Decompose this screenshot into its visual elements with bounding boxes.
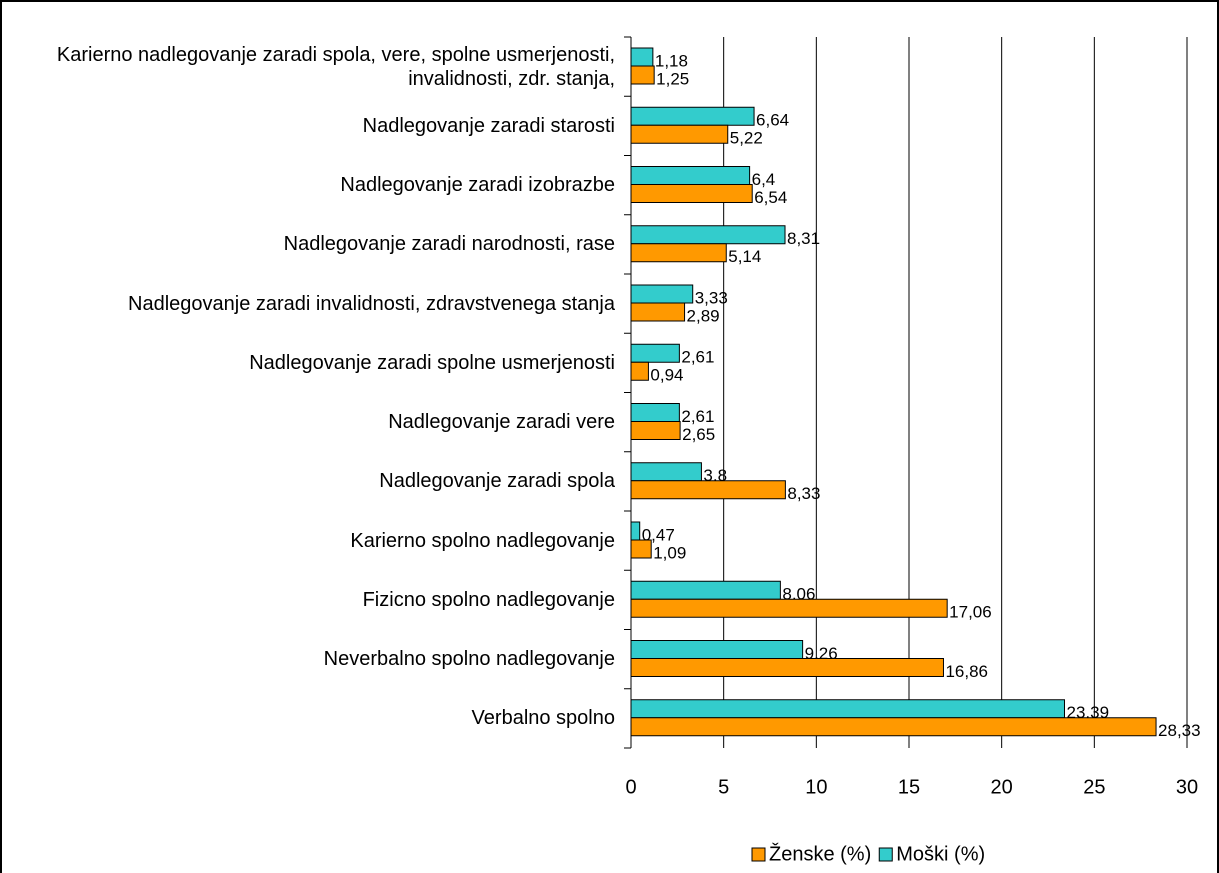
bar (630, 717, 1157, 737)
bar (630, 580, 781, 600)
x-tick-label: 25 (1083, 776, 1105, 798)
data-label: 6,64 (756, 111, 789, 130)
x-tick-label: 10 (805, 776, 827, 798)
legend-label: Moški (%) (896, 843, 985, 865)
bar (630, 166, 751, 185)
bar (630, 699, 1065, 719)
data-label: 1,18 (655, 51, 688, 70)
y-tick-label-box: Karierno spolno nadlegovanje (350, 529, 615, 552)
bar (630, 462, 702, 482)
bar (630, 421, 681, 440)
bar (630, 302, 686, 322)
x-tick-label: 15 (898, 776, 920, 798)
y-tick-label-box: Verbalno spolno (471, 707, 615, 730)
x-tick-label: 0 (625, 776, 636, 798)
data-label: 2,89 (687, 306, 720, 325)
data-label: 5,22 (730, 129, 763, 148)
data-label: 28,33 (1158, 721, 1201, 740)
bar (630, 243, 727, 263)
bar (630, 124, 729, 144)
y-tick-label: Nadlegovanje zaradi spolne usmerjenosti (249, 351, 615, 374)
x-tick-label: 30 (1176, 776, 1198, 798)
data-label: 16,86 (945, 662, 988, 681)
y-tick-label: Karierno nadlegovanje zaradi spola, vere… (56, 43, 615, 90)
legend-swatch (751, 847, 766, 862)
data-label: 3,33 (695, 288, 728, 307)
data-label: 6,54 (754, 188, 787, 207)
y-tick-label-box: Nadlegovanje zaradi starosti (362, 114, 615, 137)
data-label: 2,65 (682, 425, 715, 444)
y-tick-label-box: Nadlegovanje zaradi invalidnosti, zdravs… (128, 292, 615, 315)
y-tick-label: Nadlegovanje zaradi izobrazbe (340, 174, 615, 197)
y-tick-label: Nadlegovanje zaradi narodnosti, rase (283, 233, 615, 256)
bar (630, 343, 680, 363)
data-label: 6,4 (752, 170, 776, 189)
bar (630, 106, 755, 126)
bar (630, 403, 680, 422)
bar (630, 225, 786, 245)
data-label: 8,33 (787, 484, 820, 503)
y-tick-label: Nadlegovanje zaradi vere (388, 411, 615, 434)
x-tick-label: 5 (718, 776, 729, 798)
data-label: 1,25 (656, 69, 689, 88)
x-tick-label: 20 (991, 776, 1013, 798)
y-tick-label: Nadlegovanje zaradi invalidnosti, zdravs… (128, 292, 615, 315)
bar (630, 640, 804, 659)
bar (630, 658, 944, 677)
y-tick-label: Verbalno spolno (471, 707, 615, 730)
bar (630, 184, 753, 203)
bar (630, 598, 948, 618)
y-tick-label-box: Nadlegovanje zaradi spolne usmerjenosti (249, 351, 615, 374)
bar (630, 521, 641, 541)
y-tick-label: Karierno spolno nadlegovanje (350, 529, 615, 552)
bar (630, 47, 654, 67)
y-tick-label-box: Nadlegovanje zaradi vere (388, 411, 615, 434)
legend-label: Ženske (%) (769, 842, 871, 865)
y-tick-label: Nadlegovanje zaradi spola (379, 470, 615, 493)
data-label: 17,06 (949, 603, 992, 622)
bar (630, 539, 652, 559)
y-tick-label-box: Fizicno spolno nadlegovanje (362, 588, 615, 611)
y-tick-label: Nadlegovanje zaradi starosti (362, 114, 615, 137)
data-label: 5,14 (728, 247, 761, 266)
legend-swatch (878, 847, 893, 862)
y-tick-label-box: Nadlegovanje zaradi izobrazbe (340, 174, 615, 197)
data-label: 8,31 (787, 229, 820, 248)
data-label: 2,61 (681, 348, 714, 367)
y-tick-label-box: Karierno nadlegovanje zaradi spola, vere… (56, 43, 615, 90)
data-label: 2,61 (681, 407, 714, 426)
bar (630, 65, 655, 85)
y-tick-label: Neverbalno spolno nadlegovanje (323, 648, 615, 671)
y-tick-label-box: Nadlegovanje zaradi narodnosti, rase (283, 233, 615, 256)
y-tick-label-box: Neverbalno spolno nadlegovanje (323, 648, 615, 671)
bar (630, 284, 694, 304)
bar (630, 480, 786, 500)
y-tick-label-box: Nadlegovanje zaradi spola (379, 470, 615, 493)
y-tick-label: Fizicno spolno nadlegovanje (362, 588, 615, 611)
data-label: 0,94 (650, 366, 683, 385)
bar (630, 361, 649, 381)
data-label: 1,09 (653, 543, 686, 562)
